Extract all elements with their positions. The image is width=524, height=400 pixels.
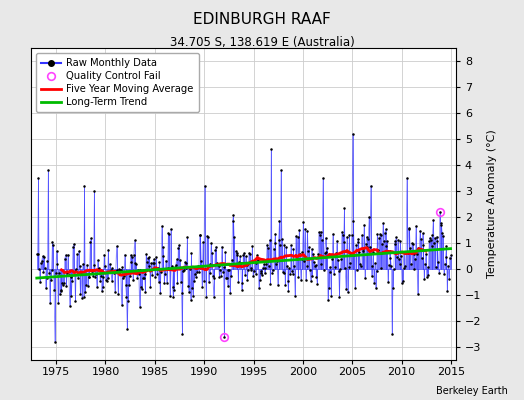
- Y-axis label: Temperature Anomaly (°C): Temperature Anomaly (°C): [487, 130, 497, 278]
- Legend: Raw Monthly Data, Quality Control Fail, Five Year Moving Average, Long-Term Tren: Raw Monthly Data, Quality Control Fail, …: [37, 53, 199, 112]
- Text: 34.705 S, 138.619 E (Australia): 34.705 S, 138.619 E (Australia): [170, 36, 354, 49]
- Text: EDINBURGH RAAF: EDINBURGH RAAF: [193, 12, 331, 27]
- Text: Berkeley Earth: Berkeley Earth: [436, 386, 508, 396]
